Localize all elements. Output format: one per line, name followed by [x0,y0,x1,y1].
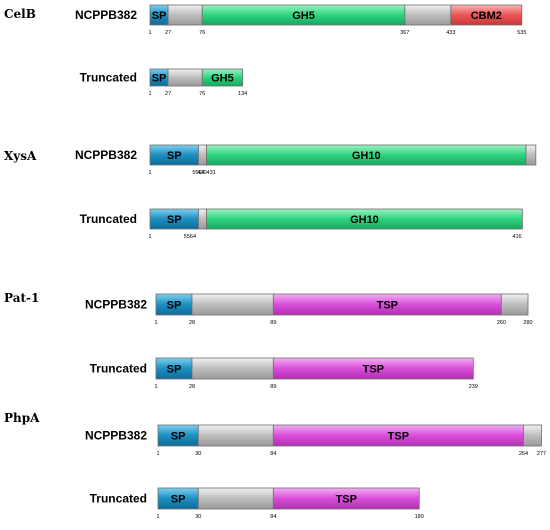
row-label: Truncated [90,362,147,376]
domain-label-gh5: GH5 [211,73,234,85]
segment-linker [500,293,529,316]
domain-label-cbm2: CBM2 [471,10,502,22]
segment-linker [525,144,537,166]
segment-tsp [272,487,420,510]
row-label: Truncated [80,71,137,85]
tick-label: 89 [270,384,276,390]
tick-label: 28 [189,384,195,390]
segment-linker [167,4,203,26]
segment-linker [167,68,203,87]
tick-label: 1 [154,384,157,390]
segment-linker [404,4,452,26]
domain-row-ncppb382: NCPPB382 SP GH5 CBM2 1 27 76 367 433 535 [75,4,526,36]
domain-label-tsp: TSP [388,431,409,443]
domain-label-gh10: GH10 [350,214,379,226]
domain-label-sp: SP [171,431,186,443]
domain-label-sp: SP [167,300,182,312]
protein-group-celb: CelB NCPPB382 SP GH5 CBM2 1 27 76 367 433 535 Trunc… [4,4,526,97]
row-label: NCPPB382 [75,8,137,22]
segment-gh [206,208,523,230]
tick-label: 84 [270,451,276,457]
tick-label: 134 [238,91,247,97]
segment-linker [197,487,274,510]
domain-label-tsp: TSP [377,300,398,312]
protein-name: XysA [4,149,37,163]
domain-label-tsp: TSP [336,494,357,506]
segment-linker [198,144,207,166]
tick-label: 1 [148,30,151,36]
tick-label: 1 [148,170,151,176]
tick-label: 76 [199,91,205,97]
tick-label: 280 [523,320,532,326]
tick-label: 30 [195,514,201,520]
domain-row-truncated: Truncated SP GH10 1 5564 416 [80,208,523,240]
tick-label: 535 [517,30,526,36]
row-label: NCPPB382 [85,429,147,443]
tick-label: 27 [165,30,171,36]
tick-label: 264 [519,451,528,457]
tick-label: 76 [199,30,205,36]
tick-label: 1 [156,451,159,457]
tick-label: 189 [415,514,424,520]
row-label: NCPPB382 [85,298,147,312]
tick-label: 416 [512,234,521,240]
row-label: NCPPB382 [75,148,137,162]
segment-cbm [450,4,523,26]
domain-label-gh5: GH5 [292,10,315,22]
tick-label: 1 [154,320,157,326]
tick-label: 433 [446,30,455,36]
domain-row-ncppb382: NCPPB382 SP TSP 1 30 84 264 277 [85,424,546,457]
tick-label: 277 [537,451,546,457]
tick-label: 1 [156,514,159,520]
tick-label: 89 [270,320,276,326]
segment-linker [523,424,542,447]
tick-label: 1 [148,234,151,240]
tick-label: 27 [165,91,171,97]
tick-label: 367 [400,30,409,36]
row-label: Truncated [80,212,137,226]
domain-row-truncated: Truncated SP TSP 1 30 84 189 [90,487,424,520]
tick-label: 84 [270,514,276,520]
segment-linker [191,357,274,380]
segment-gh [201,68,244,87]
domain-row-truncated: Truncated SP GH5 1 27 76 134 [80,68,247,97]
segment-linker [198,208,207,230]
tick-label: 5564 [192,170,204,176]
protein-name: Pat-1 [4,291,39,305]
domain-label-sp: SP [167,214,182,226]
protein-name: PhpA [4,411,40,425]
domain-row-ncppb382: NCPPB382 SP TSP 1 28 89 260 280 [85,293,533,326]
tick-label: 420431 [197,170,215,176]
domain-label-sp: SP [171,494,186,506]
protein-name: CelB [4,7,36,21]
domain-label-sp: SP [167,364,182,376]
domain-row-truncated: Truncated SP TSP 1 28 89 239 [90,357,478,390]
tick-label: 28 [189,320,195,326]
tick-label: 239 [469,384,478,390]
segment-tsp [272,357,474,380]
segment-linker [191,293,274,316]
tick-label: 260 [497,320,506,326]
domain-label-sp: SP [167,150,182,162]
segment-linker [197,424,274,447]
tick-label: 1 [148,91,151,97]
tick-label: 30 [195,451,201,457]
protein-group-pat-1: Pat-1 NCPPB382 SP TSP 1 28 89 260 280 Truncated SP… [4,291,533,390]
tick-label: 5564 [184,234,196,240]
domain-label-gh10: GH10 [352,150,381,162]
row-label: Truncated [90,492,147,506]
domain-label-tsp: TSP [363,364,384,376]
domain-label-sp: SP [152,73,167,85]
domain-label-sp: SP [152,10,167,22]
